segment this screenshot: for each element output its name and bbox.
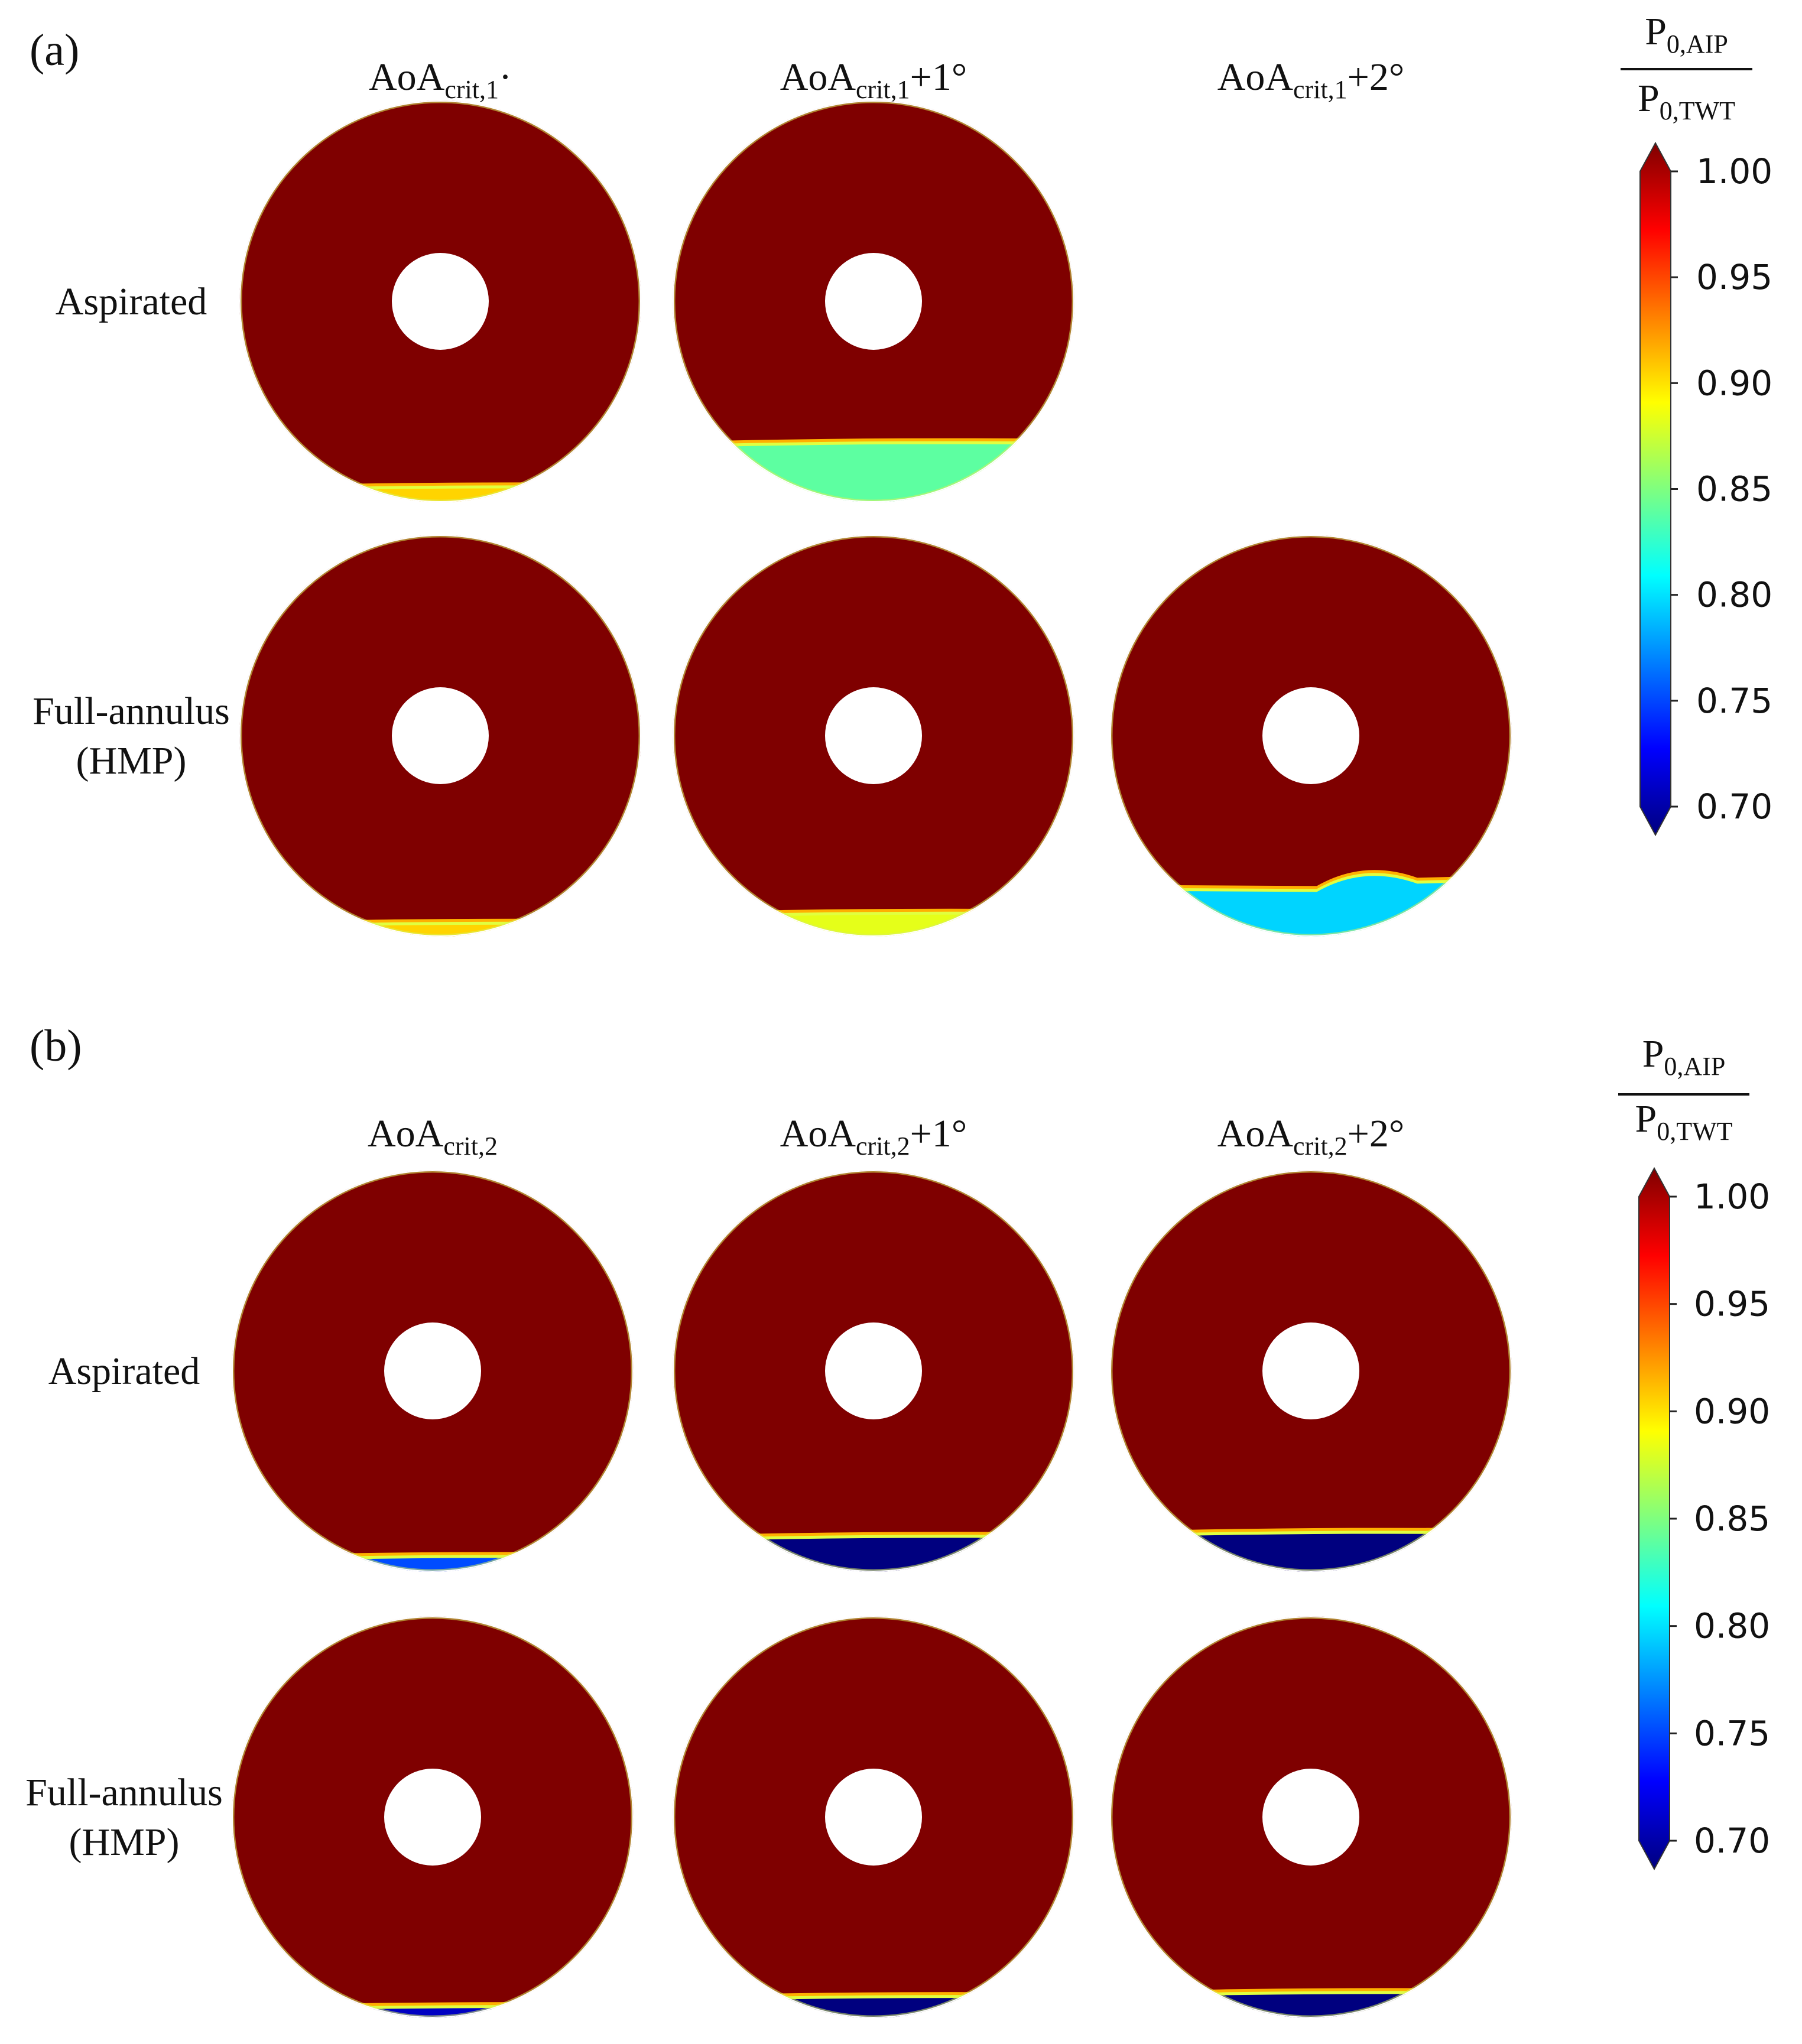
pressure-deficit-region xyxy=(673,914,1074,937)
column-title-a-0: AoAcrit,1· xyxy=(369,56,512,104)
column-title-a-2: AoAcrit,1+2° xyxy=(1217,56,1405,104)
row-label-a-0-0: Aspirated xyxy=(56,280,207,323)
hub-hole xyxy=(392,687,489,784)
contour-disk-a-r0c0 xyxy=(239,100,641,502)
contour-disk-b-r1c2 xyxy=(1110,1616,1512,2018)
colorbar-tick-label: 0.90 xyxy=(1694,1391,1770,1431)
hub-hole xyxy=(825,1322,922,1419)
colorbar-tick-label: 0.85 xyxy=(1694,1499,1770,1539)
column-title-b-2: AoAcrit,2+2° xyxy=(1217,1112,1405,1161)
disk-edge xyxy=(673,1616,1074,2018)
colorbar-tick-label: 0.70 xyxy=(1696,787,1772,827)
disk-edge xyxy=(673,535,1074,937)
colorbar-tick-label: 0.90 xyxy=(1696,363,1772,403)
hub-hole xyxy=(384,1322,481,1419)
contour-disk-a-r1c1 xyxy=(673,535,1074,937)
colorbar-tick-label: 0.80 xyxy=(1694,1606,1770,1646)
contour-disk-b-r0c0 xyxy=(232,1170,634,1572)
colorbar-tick-label: 0.80 xyxy=(1696,575,1772,615)
colorbar-a: P0,AIP P0,TWT 1.00 0.95 0.90 0.85 0.80 0.75 0.70 xyxy=(1621,10,1772,837)
disk-edge xyxy=(673,100,1074,502)
colorbar-tick-label: 0.95 xyxy=(1696,257,1772,297)
disk-edge xyxy=(673,1170,1074,1572)
colorbar-denominator: P0,TWT xyxy=(1638,77,1735,125)
hub-hole xyxy=(825,687,922,784)
column-title-b-0: AoAcrit,2 xyxy=(368,1112,498,1161)
contour-disk-b-r0c1 xyxy=(673,1170,1074,1572)
panel-b: (b) AoAcrit,2 AoAcrit,2+1° AoAcrit,2+2° Aspi… xyxy=(25,1021,1770,2018)
colorbar-tick-label: 0.70 xyxy=(1694,1821,1770,1861)
disk-edge xyxy=(1110,1616,1512,2018)
colorbar-ramp xyxy=(1639,141,1671,837)
disk-edge xyxy=(1110,1170,1512,1572)
disk-rim xyxy=(240,535,641,936)
hub-hole xyxy=(384,1769,481,1866)
disk-rim xyxy=(232,1617,633,2017)
colorbar-tick-label: 1.00 xyxy=(1696,151,1772,191)
contour-disk-b-r1c1 xyxy=(673,1616,1074,2018)
disk-rim xyxy=(673,1171,1074,1571)
panel-a: (a) AoAcrit,1· AoAcrit,1+1° AoAcrit,1+2° Asp… xyxy=(30,10,1772,937)
disk-rim xyxy=(673,101,1074,502)
disk-edge xyxy=(1110,535,1512,937)
hub-hole xyxy=(1262,1769,1359,1866)
disk-rim xyxy=(240,101,641,502)
colorbar-tick-label: 0.75 xyxy=(1694,1713,1770,1753)
colorbar-tick-label: 0.85 xyxy=(1696,469,1772,509)
disk-edge xyxy=(232,1616,634,2018)
hub-hole xyxy=(1262,687,1359,784)
disk-rim xyxy=(673,1617,1074,2017)
contour-disk-b-r1c0 xyxy=(232,1616,634,2018)
pressure-deficit-region xyxy=(673,444,1074,502)
pressure-deficit-region xyxy=(673,1998,1074,2018)
disk-rim xyxy=(673,535,1074,936)
hub-hole xyxy=(392,253,489,350)
pressure-deficit-region xyxy=(1110,1533,1512,1572)
colorbar-numerator: P0,AIP xyxy=(1642,1032,1726,1081)
colorbar-numerator: P0,AIP xyxy=(1645,10,1728,59)
colorbar-b: P0,AIP P0,TWT 1.00 0.95 0.90 0.85 0.80 0.75 0.70 xyxy=(1618,1032,1770,1871)
disk-rim xyxy=(232,1171,633,1571)
column-title-b-1: AoAcrit,2+1° xyxy=(780,1112,967,1161)
disk-edge xyxy=(232,1170,634,1572)
hub-hole xyxy=(825,1769,922,1866)
colorbar-ramp xyxy=(1638,1166,1670,1871)
disk-edge xyxy=(239,100,641,502)
disk-rim xyxy=(1111,1171,1511,1571)
hub-hole xyxy=(825,253,922,350)
row-label-a-1-0: Full-annulus xyxy=(33,690,230,733)
hub-hole xyxy=(1262,1322,1359,1419)
disk-rim xyxy=(1111,1617,1511,2017)
panel-label-b: (b) xyxy=(30,1021,82,1071)
colorbar-tick-label: 1.00 xyxy=(1694,1177,1770,1217)
contour-disk-b-r0c2 xyxy=(1110,1170,1512,1572)
row-label-a-1-1: (HMP) xyxy=(76,739,186,782)
disk-rim xyxy=(1111,535,1511,936)
colorbar-denominator: P0,TWT xyxy=(1635,1097,1732,1146)
colorbar-tick-label: 0.75 xyxy=(1696,681,1772,721)
row-label-b-1-0: Full-annulus xyxy=(25,1771,223,1814)
panel-label-a: (a) xyxy=(30,25,79,75)
contour-disk-a-r0c1 xyxy=(673,100,1074,502)
pressure-deficit-region xyxy=(673,1538,1074,1572)
contour-disk-a-r1c2 xyxy=(1110,535,1512,937)
disk-edge xyxy=(239,535,641,937)
pressure-deficit-region xyxy=(1110,1994,1512,2018)
contour-disk-a-r1c0 xyxy=(239,535,641,937)
row-label-b-0-0: Aspirated xyxy=(48,1350,200,1393)
colorbar-tick-label: 0.95 xyxy=(1694,1284,1770,1324)
row-label-b-1-1: (HMP) xyxy=(69,1821,179,1864)
column-title-a-1: AoAcrit,1+1° xyxy=(780,56,967,104)
